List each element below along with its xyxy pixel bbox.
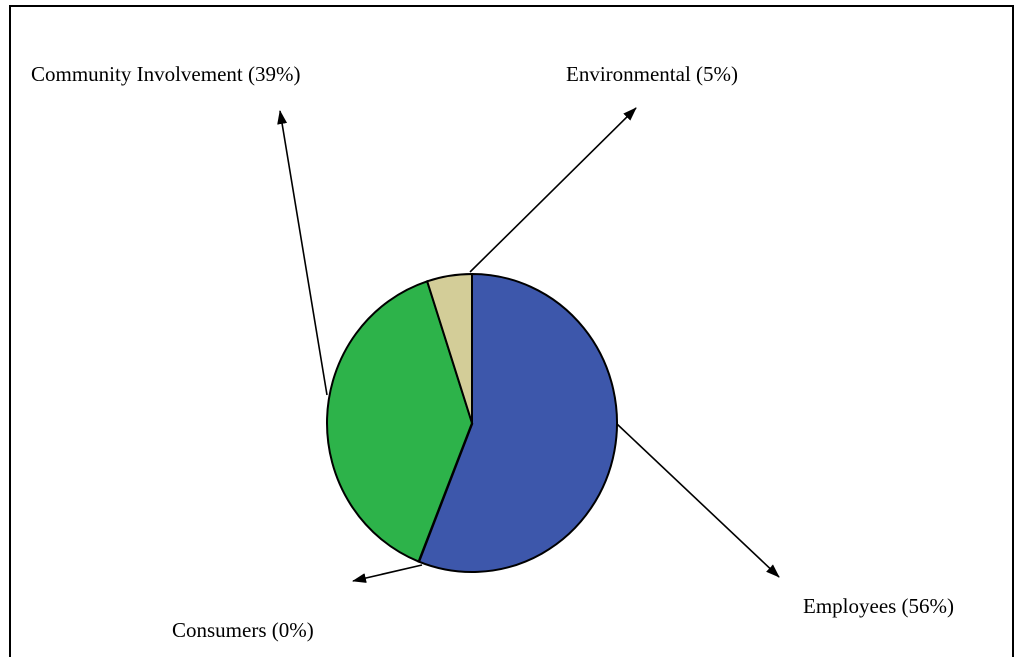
pie-slice-employees <box>417 272 618 573</box>
callout-arrows <box>277 107 780 583</box>
callout-arrow-environmental <box>469 107 637 273</box>
pie-slice-environmental <box>425 272 473 424</box>
callout-arrow-employees <box>616 423 780 578</box>
pie-slices <box>326 272 618 573</box>
label-employees: Employees (56%) <box>803 594 954 618</box>
label-consumers: Consumers (0%) <box>172 618 314 642</box>
label-environmental: Environmental (5%) <box>566 62 738 86</box>
pie-slice-community-involvement <box>326 280 474 563</box>
chart-frame <box>9 5 1014 657</box>
callout-arrow-consumers <box>352 564 423 583</box>
label-community: Community Involvement (39%) <box>31 62 300 86</box>
slice-labels: Community Involvement (39%) Environmenta… <box>31 62 954 642</box>
callout-arrow-community <box>277 110 328 396</box>
